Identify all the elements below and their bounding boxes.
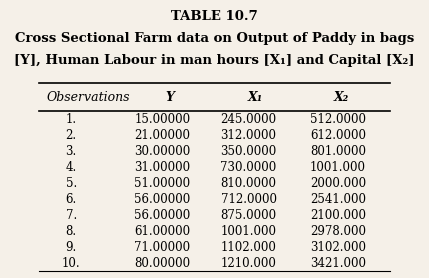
Text: Cross Sectional Farm data on Output of Paddy in bags: Cross Sectional Farm data on Output of P… [15, 32, 414, 45]
Text: 8.: 8. [66, 225, 77, 238]
Text: 5.: 5. [66, 177, 77, 190]
Text: TABLE 10.7: TABLE 10.7 [171, 10, 258, 23]
Text: 3102.000: 3102.000 [310, 241, 366, 254]
Text: 3.: 3. [66, 145, 77, 158]
Text: Y: Y [165, 91, 174, 103]
Text: X₂: X₂ [334, 91, 349, 103]
Text: 1001.000: 1001.000 [221, 225, 277, 238]
Text: 730.0000: 730.0000 [221, 161, 277, 174]
Text: 512.0000: 512.0000 [310, 113, 366, 126]
Text: 56.00000: 56.00000 [134, 193, 190, 206]
Text: 21.00000: 21.00000 [135, 129, 190, 142]
Text: 1001.000: 1001.000 [310, 161, 366, 174]
Text: 56.00000: 56.00000 [134, 209, 190, 222]
Text: 80.00000: 80.00000 [135, 257, 190, 270]
Text: 15.00000: 15.00000 [135, 113, 190, 126]
Text: 612.0000: 612.0000 [310, 129, 366, 142]
Text: 875.0000: 875.0000 [221, 209, 277, 222]
Text: 10.: 10. [62, 257, 81, 270]
Text: 4.: 4. [66, 161, 77, 174]
Text: [Y], Human Labour in man hours [X₁] and Capital [X₂]: [Y], Human Labour in man hours [X₁] and … [14, 54, 415, 67]
Text: 7.: 7. [66, 209, 77, 222]
Text: 1102.000: 1102.000 [221, 241, 276, 254]
Text: 2541.000: 2541.000 [310, 193, 366, 206]
Text: 30.00000: 30.00000 [134, 145, 190, 158]
Text: 350.0000: 350.0000 [221, 145, 277, 158]
Text: 61.00000: 61.00000 [135, 225, 190, 238]
Text: 1.: 1. [66, 113, 77, 126]
Text: 6.: 6. [66, 193, 77, 206]
Text: 71.00000: 71.00000 [135, 241, 190, 254]
Text: 712.0000: 712.0000 [221, 193, 277, 206]
Text: 9.: 9. [66, 241, 77, 254]
Text: 801.0000: 801.0000 [310, 145, 366, 158]
Text: 3421.000: 3421.000 [310, 257, 366, 270]
Text: 51.00000: 51.00000 [135, 177, 190, 190]
Text: 2000.000: 2000.000 [310, 177, 366, 190]
Text: X₁: X₁ [248, 91, 263, 103]
Text: Observations: Observations [46, 91, 130, 103]
Text: 245.0000: 245.0000 [221, 113, 277, 126]
Text: 1210.000: 1210.000 [221, 257, 276, 270]
Text: 2100.000: 2100.000 [310, 209, 366, 222]
Text: 2.: 2. [66, 129, 77, 142]
Text: 312.0000: 312.0000 [221, 129, 277, 142]
Text: 2978.000: 2978.000 [310, 225, 366, 238]
Text: 810.0000: 810.0000 [221, 177, 277, 190]
Text: 31.00000: 31.00000 [135, 161, 190, 174]
